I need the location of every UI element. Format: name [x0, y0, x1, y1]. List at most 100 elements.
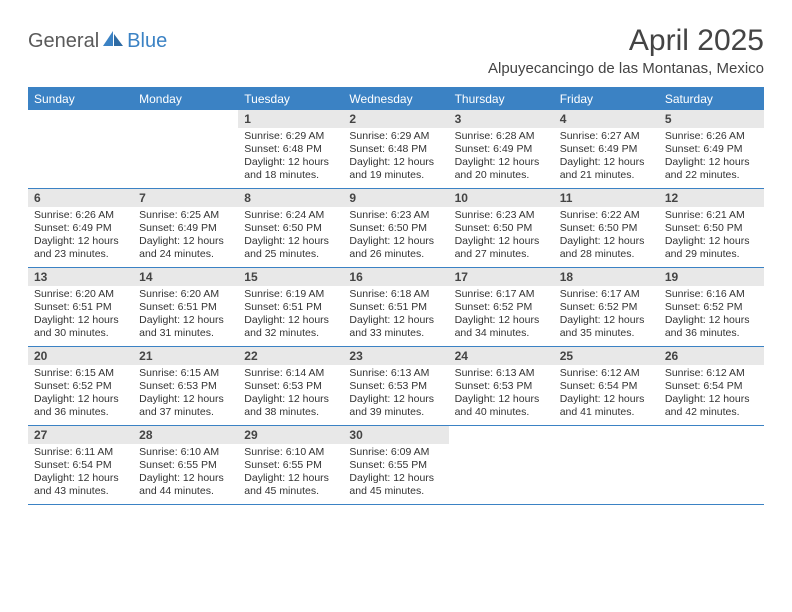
- day-number: 3: [449, 110, 554, 128]
- sunrise-line: Sunrise: 6:23 AM: [349, 209, 442, 222]
- sunrise-line: Sunrise: 6:12 AM: [560, 367, 653, 380]
- sunrise-line: Sunrise: 6:19 AM: [244, 288, 337, 301]
- daylight-line: Daylight: 12 hours and 44 minutes.: [139, 472, 232, 498]
- day-cell: 24Sunrise: 6:13 AMSunset: 6:53 PMDayligh…: [449, 347, 554, 425]
- title-block: April 2025 Alpuyecancingo de las Montana…: [488, 24, 764, 83]
- day-of-week-header: Sunday: [28, 88, 133, 110]
- daylight-line: Daylight: 12 hours and 34 minutes.: [455, 314, 548, 340]
- day-cell: 17Sunrise: 6:17 AMSunset: 6:52 PMDayligh…: [449, 268, 554, 346]
- day-cell: 9Sunrise: 6:23 AMSunset: 6:50 PMDaylight…: [343, 189, 448, 267]
- sunset-line: Sunset: 6:52 PM: [34, 380, 127, 393]
- day-cell: 28Sunrise: 6:10 AMSunset: 6:55 PMDayligh…: [133, 426, 238, 504]
- day-cell: 14Sunrise: 6:20 AMSunset: 6:51 PMDayligh…: [133, 268, 238, 346]
- daylight-line: Daylight: 12 hours and 24 minutes.: [139, 235, 232, 261]
- sunset-line: Sunset: 6:55 PM: [139, 459, 232, 472]
- day-number: 25: [554, 347, 659, 365]
- sunrise-line: Sunrise: 6:29 AM: [349, 130, 442, 143]
- day-body: Sunrise: 6:12 AMSunset: 6:54 PMDaylight:…: [659, 365, 764, 424]
- day-number: [28, 110, 133, 128]
- daylight-line: Daylight: 12 hours and 29 minutes.: [665, 235, 758, 261]
- sunrise-line: Sunrise: 6:26 AM: [34, 209, 127, 222]
- day-body: Sunrise: 6:13 AMSunset: 6:53 PMDaylight:…: [343, 365, 448, 424]
- page-title: April 2025: [488, 24, 764, 58]
- logo-text-blue: Blue: [127, 30, 167, 53]
- daylight-line: Daylight: 12 hours and 30 minutes.: [34, 314, 127, 340]
- day-cell: 4Sunrise: 6:27 AMSunset: 6:49 PMDaylight…: [554, 110, 659, 188]
- daylight-line: Daylight: 12 hours and 35 minutes.: [560, 314, 653, 340]
- daylight-line: Daylight: 12 hours and 27 minutes.: [455, 235, 548, 261]
- day-cell: [449, 426, 554, 504]
- sunset-line: Sunset: 6:49 PM: [455, 143, 548, 156]
- sunrise-line: Sunrise: 6:25 AM: [139, 209, 232, 222]
- daylight-line: Daylight: 12 hours and 41 minutes.: [560, 393, 653, 419]
- header: General Blue April 2025 Alpuyecancingo d…: [28, 24, 764, 83]
- day-of-week-header: Wednesday: [343, 88, 448, 110]
- sunset-line: Sunset: 6:51 PM: [244, 301, 337, 314]
- sunset-line: Sunset: 6:48 PM: [244, 143, 337, 156]
- day-number: 27: [28, 426, 133, 444]
- sunrise-line: Sunrise: 6:10 AM: [139, 446, 232, 459]
- day-body: Sunrise: 6:21 AMSunset: 6:50 PMDaylight:…: [659, 207, 764, 266]
- day-number: 21: [133, 347, 238, 365]
- sunrise-line: Sunrise: 6:11 AM: [34, 446, 127, 459]
- day-cell: 22Sunrise: 6:14 AMSunset: 6:53 PMDayligh…: [238, 347, 343, 425]
- sunset-line: Sunset: 6:51 PM: [34, 301, 127, 314]
- day-cell: 10Sunrise: 6:23 AMSunset: 6:50 PMDayligh…: [449, 189, 554, 267]
- day-cell: 29Sunrise: 6:10 AMSunset: 6:55 PMDayligh…: [238, 426, 343, 504]
- day-number: 22: [238, 347, 343, 365]
- day-number: [133, 110, 238, 128]
- day-cell: 26Sunrise: 6:12 AMSunset: 6:54 PMDayligh…: [659, 347, 764, 425]
- day-number: 16: [343, 268, 448, 286]
- day-body: Sunrise: 6:24 AMSunset: 6:50 PMDaylight:…: [238, 207, 343, 266]
- sunrise-line: Sunrise: 6:27 AM: [560, 130, 653, 143]
- day-number: 20: [28, 347, 133, 365]
- day-of-week-header: Tuesday: [238, 88, 343, 110]
- sunrise-line: Sunrise: 6:18 AM: [349, 288, 442, 301]
- daylight-line: Daylight: 12 hours and 38 minutes.: [244, 393, 337, 419]
- logo-sail-icon: [103, 31, 125, 52]
- daylight-line: Daylight: 12 hours and 32 minutes.: [244, 314, 337, 340]
- daylight-line: Daylight: 12 hours and 36 minutes.: [665, 314, 758, 340]
- day-number: 1: [238, 110, 343, 128]
- day-number: 14: [133, 268, 238, 286]
- day-number: 17: [449, 268, 554, 286]
- day-cell: 13Sunrise: 6:20 AMSunset: 6:51 PMDayligh…: [28, 268, 133, 346]
- day-body: Sunrise: 6:11 AMSunset: 6:54 PMDaylight:…: [28, 444, 133, 503]
- week-row: 20Sunrise: 6:15 AMSunset: 6:52 PMDayligh…: [28, 347, 764, 426]
- day-body: Sunrise: 6:10 AMSunset: 6:55 PMDaylight:…: [238, 444, 343, 503]
- sunset-line: Sunset: 6:50 PM: [560, 222, 653, 235]
- day-cell: 18Sunrise: 6:17 AMSunset: 6:52 PMDayligh…: [554, 268, 659, 346]
- week-row: 6Sunrise: 6:26 AMSunset: 6:49 PMDaylight…: [28, 189, 764, 268]
- sunrise-line: Sunrise: 6:17 AM: [560, 288, 653, 301]
- day-cell: 30Sunrise: 6:09 AMSunset: 6:55 PMDayligh…: [343, 426, 448, 504]
- logo-text-general: General: [28, 30, 99, 53]
- daylight-line: Daylight: 12 hours and 23 minutes.: [34, 235, 127, 261]
- day-cell: 6Sunrise: 6:26 AMSunset: 6:49 PMDaylight…: [28, 189, 133, 267]
- sunset-line: Sunset: 6:53 PM: [349, 380, 442, 393]
- daylight-line: Daylight: 12 hours and 22 minutes.: [665, 156, 758, 182]
- sunrise-line: Sunrise: 6:16 AM: [665, 288, 758, 301]
- day-body: Sunrise: 6:09 AMSunset: 6:55 PMDaylight:…: [343, 444, 448, 503]
- day-number: 24: [449, 347, 554, 365]
- day-number: 4: [554, 110, 659, 128]
- sunrise-line: Sunrise: 6:20 AM: [139, 288, 232, 301]
- sunrise-line: Sunrise: 6:29 AM: [244, 130, 337, 143]
- daylight-line: Daylight: 12 hours and 28 minutes.: [560, 235, 653, 261]
- logo: General Blue: [28, 30, 167, 53]
- sunset-line: Sunset: 6:49 PM: [34, 222, 127, 235]
- week-row: 27Sunrise: 6:11 AMSunset: 6:54 PMDayligh…: [28, 426, 764, 505]
- day-cell: 16Sunrise: 6:18 AMSunset: 6:51 PMDayligh…: [343, 268, 448, 346]
- sunrise-line: Sunrise: 6:26 AM: [665, 130, 758, 143]
- day-cell: 27Sunrise: 6:11 AMSunset: 6:54 PMDayligh…: [28, 426, 133, 504]
- sunset-line: Sunset: 6:52 PM: [560, 301, 653, 314]
- day-body: Sunrise: 6:29 AMSunset: 6:48 PMDaylight:…: [238, 128, 343, 187]
- sunset-line: Sunset: 6:50 PM: [349, 222, 442, 235]
- sunset-line: Sunset: 6:54 PM: [560, 380, 653, 393]
- daylight-line: Daylight: 12 hours and 42 minutes.: [665, 393, 758, 419]
- day-body: Sunrise: 6:19 AMSunset: 6:51 PMDaylight:…: [238, 286, 343, 345]
- day-cell: [659, 426, 764, 504]
- sunset-line: Sunset: 6:55 PM: [349, 459, 442, 472]
- sunset-line: Sunset: 6:50 PM: [455, 222, 548, 235]
- daylight-line: Daylight: 12 hours and 33 minutes.: [349, 314, 442, 340]
- day-body: Sunrise: 6:26 AMSunset: 6:49 PMDaylight:…: [28, 207, 133, 266]
